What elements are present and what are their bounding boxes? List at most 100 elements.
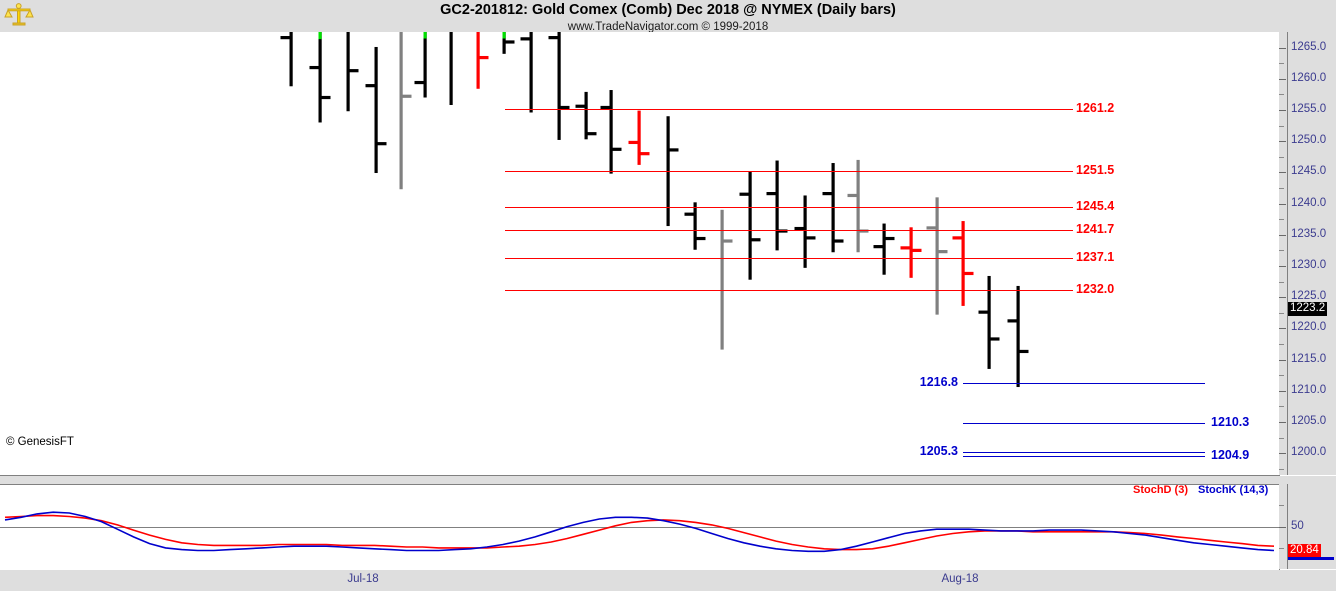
ohlc-bar [476,32,489,89]
ohlc-bar [502,32,515,54]
price-axis-label: 1205.0 [1291,414,1327,427]
axis-tick-mark-minor [1279,187,1284,189]
ohlc-bar [520,32,533,113]
axis-tick-mark [1279,390,1286,392]
support-line[interactable] [963,383,1205,384]
axis-tick-mark [1279,234,1286,236]
axis-tick-mark-minor [1279,63,1284,65]
support-label: 1204.9 [1211,448,1250,462]
support-label: 1210.3 [1211,415,1250,429]
page-title: GC2-201812: Gold Comex (Comb) Dec 2018 @… [440,2,896,18]
price-axis-label: 1260.0 [1291,71,1327,84]
resistance-line[interactable] [505,109,1062,110]
price-axis-label: 1250.0 [1291,134,1327,147]
axis-tick-mark [1279,109,1286,111]
ohlc-bar [847,159,869,253]
resistance-label: 1232.0 [1076,282,1115,296]
axis-tick-mark-minor [1279,250,1284,252]
stochastic-value-badge: 20.84 [1288,544,1321,558]
ind-axis-tick-minor [1279,505,1284,507]
axis-tick-mark [1279,359,1286,361]
stochastic-series [4,511,1275,553]
support-label: 1205.3 [919,444,958,458]
resistance-line[interactable] [505,258,1062,259]
ohlc-bar [766,160,788,251]
axis-tick-mark-minor [1279,437,1284,439]
axis-tick-mark [1279,172,1286,174]
axis-tick-mark-minor [1279,156,1284,158]
resistance-label-dash [1062,171,1073,172]
axis-tick-mark-minor [1279,312,1284,314]
axis-tick-mark-minor [1279,375,1284,377]
resistance-label: 1261.2 [1076,101,1115,115]
axis-tick-mark [1279,78,1286,80]
ohlc-bar [739,171,761,280]
legend-stochd[interactable]: StochD (3) [1133,484,1188,496]
axis-tick-mark-minor [1279,219,1284,221]
date-axis-label: Aug-18 [941,573,979,585]
ohlc-bar [628,110,650,165]
date-axis[interactable]: Jul-18 Aug-18 [0,570,1336,591]
resistance-line[interactable] [505,290,1062,291]
price-axis[interactable]: 1265.0 1260.0 1255.0 1250.0 1245.0 1240.0 1235… [1279,32,1336,475]
resistance-label: 1251.5 [1076,163,1115,177]
watermark-genesisft: © GenesisFT [6,436,74,448]
axis-tick-mark [1279,141,1286,143]
resistance-label-dash [1062,230,1073,231]
axis-tick-mark [1279,453,1286,455]
price-axis-label: 1225.0 [1291,290,1327,303]
ohlc-bar [900,227,922,278]
price-axis-label: 1245.0 [1291,165,1327,178]
ind-axis-tick-mark [1279,526,1286,528]
ohlc-bar [309,32,331,123]
axis-tick-mark-minor [1279,406,1284,408]
stochastic-axis[interactable]: 50 20.84 [1279,484,1336,569]
axis-tick-mark-minor [1279,468,1284,470]
support-label: 1216.8 [919,375,958,389]
axis-tick-mark [1279,328,1286,330]
ohlc-bar [280,32,293,87]
legend-stochk[interactable]: StochK (14,3) [1198,484,1269,496]
resistance-line[interactable] [505,207,1062,208]
ohlc-bar [414,32,427,98]
ohlc-bar [873,223,895,275]
ohlc-bar [720,209,733,350]
ohlc-bar [684,202,706,250]
header-band [0,0,1336,32]
axis-tick-mark-minor [1279,281,1284,283]
ohlc-bar [575,91,597,140]
ind-axis-label-50: 50 [1291,519,1304,532]
ind-axis-rail [1287,484,1288,569]
axis-tick-mark-minor [1279,94,1284,96]
stochastic-panel[interactable] [0,484,1280,571]
ohlc-bar [548,32,570,140]
axis-tick-mark-minor [1279,125,1284,127]
axis-tick-mark [1279,421,1286,423]
support-line[interactable] [963,456,1205,457]
support-line[interactable] [963,452,1205,453]
axis-tick-mark-minor [1279,343,1284,345]
price-axis-label: 1240.0 [1291,196,1327,209]
ohlc-bar [399,32,412,190]
resistance-label-dash [1062,258,1073,259]
ohlc-bar [1007,285,1029,388]
price-axis-label: 1265.0 [1291,40,1327,53]
stochastic-curves [0,511,1279,553]
ohlc-bar [346,32,359,112]
resistance-label: 1241.7 [1076,222,1115,236]
price-chart-panel[interactable]: 1261.2 1251.5 1245.4 1241.7 1237.1 1232.0 1216… [0,32,1280,476]
price-axis-label: 1230.0 [1291,258,1327,271]
axis-tick-mark [1279,265,1286,267]
price-axis-label: 1235.0 [1291,227,1327,240]
resistance-line[interactable] [505,171,1062,172]
ohlc-bar [600,90,622,174]
ohlc-bar [952,221,974,306]
price-axis-label: 1220.0 [1291,321,1327,334]
price-axis-label: 1255.0 [1291,102,1327,115]
stochastic-value-underline [1288,557,1334,561]
resistance-label: 1245.4 [1076,199,1115,213]
resistance-line[interactable] [505,230,1062,231]
support-line[interactable] [963,423,1205,424]
current-price-marker: 1223.2 [1288,302,1328,317]
ohlc-bar [449,32,453,106]
